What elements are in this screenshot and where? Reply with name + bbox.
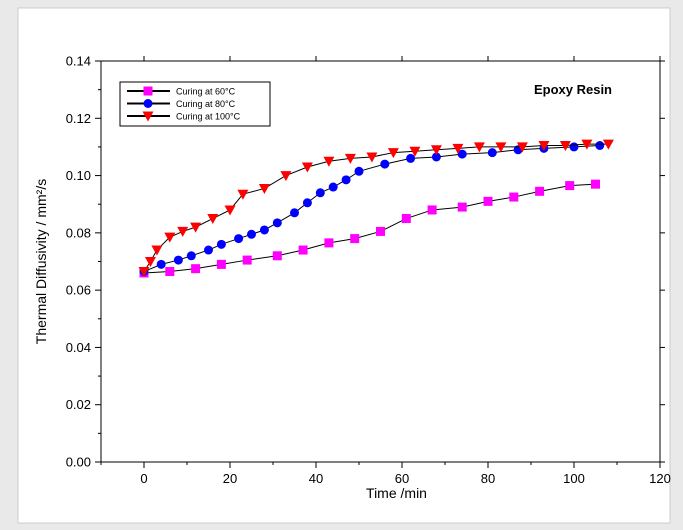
x-tick-label: 80 bbox=[481, 471, 495, 486]
x-tick-label: 20 bbox=[223, 471, 237, 486]
y-tick-label: 0.06 bbox=[66, 283, 91, 298]
data-point bbox=[207, 214, 219, 225]
data-point bbox=[298, 245, 308, 255]
y-tick-label: 0.10 bbox=[66, 168, 91, 183]
series-2 bbox=[138, 139, 614, 278]
data-point bbox=[380, 159, 390, 169]
data-point bbox=[430, 145, 442, 156]
data-point bbox=[237, 189, 249, 200]
data-point bbox=[350, 234, 360, 244]
data-point bbox=[156, 259, 166, 269]
data-point bbox=[487, 148, 497, 158]
y-axis-label: Thermal Diffusivity / mm²/s bbox=[33, 179, 49, 344]
data-point bbox=[328, 182, 338, 192]
series-1 bbox=[139, 140, 605, 277]
legend-marker bbox=[142, 111, 154, 122]
data-point bbox=[341, 175, 351, 185]
data-point bbox=[186, 251, 196, 261]
data-point bbox=[323, 156, 335, 167]
data-point bbox=[144, 257, 156, 267]
legend-marker bbox=[143, 86, 153, 96]
data-point bbox=[216, 259, 226, 269]
data-point bbox=[191, 264, 201, 274]
x-tick-label: 40 bbox=[309, 471, 323, 486]
data-point bbox=[602, 139, 614, 150]
data-point bbox=[452, 143, 464, 154]
annotation-label: Epoxy Resin bbox=[534, 82, 612, 97]
data-point bbox=[216, 239, 226, 249]
data-point bbox=[559, 140, 571, 151]
data-point bbox=[569, 142, 579, 152]
data-point bbox=[204, 245, 213, 255]
legend-label: Curing at 60°C bbox=[176, 87, 236, 97]
data-point bbox=[234, 234, 244, 244]
data-point bbox=[315, 188, 325, 198]
data-point bbox=[324, 238, 334, 248]
data-point bbox=[290, 208, 299, 218]
x-tick-label: 120 bbox=[649, 471, 671, 486]
y-tick-label: 0.12 bbox=[66, 111, 91, 126]
data-point bbox=[376, 226, 385, 236]
data-point bbox=[538, 140, 550, 151]
data-point bbox=[406, 153, 416, 163]
data-point bbox=[242, 255, 252, 265]
x-tick-label: 60 bbox=[395, 471, 409, 486]
data-point bbox=[354, 166, 364, 176]
data-point bbox=[247, 229, 256, 239]
data-point bbox=[581, 139, 593, 150]
data-point bbox=[495, 142, 507, 153]
data-point bbox=[591, 179, 600, 189]
data-point bbox=[595, 140, 605, 150]
data-point bbox=[387, 148, 399, 159]
y-tick-label: 0.14 bbox=[66, 54, 91, 69]
axes: 0 20 40 60 80 100 120 0.00 0.02 0.04 0.06 0.08 0.10 0… bbox=[66, 54, 671, 487]
data-point bbox=[516, 142, 528, 153]
data-point bbox=[177, 226, 189, 237]
data-point bbox=[224, 205, 236, 216]
data-point bbox=[301, 162, 313, 173]
data-point bbox=[151, 245, 163, 256]
x-tick-label: 0 bbox=[140, 471, 147, 486]
legend-marker bbox=[143, 99, 153, 108]
data-point bbox=[258, 183, 270, 194]
data-point bbox=[409, 146, 421, 157]
data-point bbox=[280, 171, 292, 182]
data-point bbox=[401, 214, 411, 224]
data-point bbox=[138, 267, 150, 278]
legend-label: Curing at 80°C bbox=[176, 99, 236, 109]
legend-entry-0: Curing at 60°C bbox=[127, 86, 236, 97]
legend: Curing at 60°C Curing at 80°C Curing at 10… bbox=[119, 81, 271, 127]
data-point bbox=[165, 267, 175, 277]
legend-entry-2: Curing at 100°C bbox=[127, 111, 241, 122]
x-axis-label: Time /min bbox=[366, 485, 427, 501]
y-tick-label: 0.04 bbox=[66, 340, 91, 355]
data-point bbox=[272, 218, 282, 228]
data-point bbox=[366, 152, 378, 163]
data-point bbox=[457, 202, 467, 212]
y-tick-label: 0.02 bbox=[66, 397, 91, 412]
data-point bbox=[457, 149, 467, 159]
data-point bbox=[164, 232, 176, 243]
series-layer bbox=[138, 139, 614, 278]
data-point bbox=[473, 142, 485, 153]
legend-label: Curing at 100°C bbox=[176, 112, 241, 122]
data-point bbox=[190, 222, 202, 233]
data-point bbox=[272, 251, 282, 261]
data-point bbox=[483, 196, 493, 206]
data-point bbox=[565, 181, 575, 191]
data-point bbox=[302, 198, 312, 208]
y-tick-label: 0.08 bbox=[66, 225, 91, 240]
data-point bbox=[344, 153, 356, 164]
data-point bbox=[431, 152, 441, 162]
data-point bbox=[427, 205, 437, 215]
x-tick-label: 100 bbox=[563, 471, 585, 486]
data-point bbox=[509, 192, 519, 202]
data-point bbox=[173, 255, 183, 265]
y-tick-label: 0.00 bbox=[66, 455, 91, 470]
legend-entry-1: Curing at 80°C bbox=[127, 99, 236, 109]
data-point bbox=[259, 225, 269, 235]
data-point bbox=[535, 186, 545, 196]
